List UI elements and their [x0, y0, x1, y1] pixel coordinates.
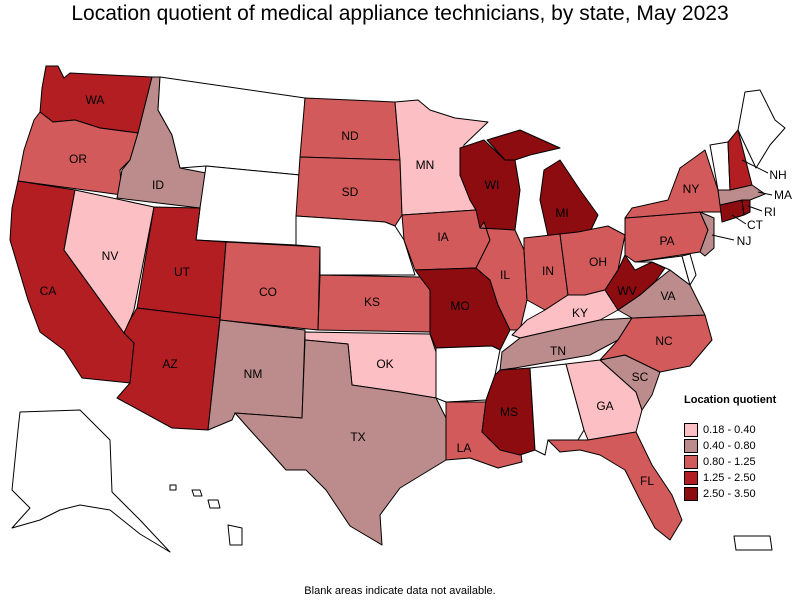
state-label-ia: IA — [437, 230, 448, 244]
legend-swatch — [684, 455, 698, 469]
state-ri[interactable] — [741, 199, 751, 216]
state-tx[interactable] — [234, 339, 447, 546]
map-title: Location quotient of medical appliance t… — [71, 2, 729, 25]
state-mt[interactable] — [157, 76, 306, 176]
state-label-mo: MO — [450, 299, 469, 313]
state-label-nv: NV — [102, 249, 119, 263]
state-label-id: ID — [152, 178, 164, 192]
leader-line-nj — [711, 234, 735, 241]
state-label-in: IN — [542, 264, 554, 278]
state-label-nm: NM — [244, 367, 263, 381]
state-label-ga: GA — [596, 399, 613, 413]
leader-line-ri — [747, 205, 763, 212]
state-label-la: LA — [457, 441, 472, 455]
leader-line-ct — [731, 214, 747, 225]
legend-swatch — [684, 487, 698, 501]
state-label-pa: PA — [659, 234, 674, 248]
state-label-ca: CA — [40, 284, 57, 298]
state-ne[interactable] — [295, 215, 416, 276]
leader-line-nh — [741, 159, 769, 174]
state-nc[interactable] — [599, 314, 713, 373]
state-pr[interactable] — [733, 535, 773, 551]
state-label-nd: ND — [341, 129, 359, 143]
legend-item: 2.50 - 3.50 — [684, 486, 796, 502]
state-label-tn: TN — [550, 344, 566, 358]
legend-item: 0.18 - 0.40 — [684, 422, 796, 438]
state-nh[interactable] — [727, 129, 753, 191]
legend-item: 0.80 - 1.25 — [684, 454, 796, 470]
legend-swatch — [684, 471, 698, 485]
state-mi[interactable] — [486, 129, 599, 237]
state-label-va: VA — [660, 289, 675, 303]
legend-title: Location quotient — [684, 394, 777, 406]
state-label-wv: WV — [617, 284, 636, 298]
state-label-ky: KY — [572, 306, 588, 320]
state-label-ut: UT — [174, 265, 191, 279]
state-label-tx: TX — [350, 430, 365, 444]
state-label-oh: OH — [589, 255, 607, 269]
legend-item: 0.40 - 0.80 — [684, 438, 796, 454]
legend-label: 0.18 - 0.40 — [703, 424, 756, 436]
legend-label: 0.40 - 0.80 — [703, 440, 756, 452]
state-ny[interactable] — [624, 149, 723, 219]
state-label-ks: KS — [364, 295, 380, 309]
legend-item: 1.25 - 2.50 — [684, 470, 796, 486]
state-label-az: AZ — [162, 357, 177, 371]
data-availability-note: Blank areas indicate data not available. — [304, 585, 496, 597]
state-label-sc: SC — [632, 370, 649, 384]
leader-line-ma — [757, 191, 773, 196]
state-label-ms: MS — [500, 405, 518, 419]
map-legend: Location quotient 0.18 - 0.40 0.40 - 0.80… — [684, 394, 796, 502]
state-nj[interactable] — [699, 211, 715, 257]
state-label-ri: RI — [764, 205, 776, 219]
state-de[interactable] — [681, 253, 697, 286]
state-ak[interactable] — [11, 409, 171, 553]
state-me[interactable] — [737, 89, 786, 169]
state-label-wi: WI — [485, 178, 500, 192]
state-wy[interactable] — [195, 165, 301, 246]
legend-label: 0.80 - 1.25 — [703, 456, 756, 468]
legend-label: 1.25 - 2.50 — [703, 472, 756, 484]
state-label-nj: NJ — [737, 234, 752, 248]
state-md[interactable] — [634, 255, 691, 286]
state-label-mi: MI — [555, 206, 568, 220]
state-label-il: IL — [500, 268, 510, 282]
state-label-sd: SD — [342, 185, 359, 199]
state-hi[interactable] — [169, 484, 243, 546]
state-label-nh: NH — [769, 168, 786, 182]
state-label-fl: FL — [640, 474, 654, 488]
state-label-co: CO — [259, 285, 277, 299]
state-label-wa: WA — [86, 93, 105, 107]
state-label-or: OR — [69, 152, 87, 166]
state-fl[interactable] — [547, 431, 683, 541]
legend-swatch — [684, 439, 698, 453]
state-label-ma: MA — [774, 188, 792, 202]
state-label-ok: OK — [376, 357, 393, 371]
legend-swatch — [684, 423, 698, 437]
state-label-mn: MN — [416, 158, 435, 172]
state-il[interactable] — [475, 221, 528, 331]
legend-items: 0.18 - 0.40 0.40 - 0.80 0.80 - 1.25 1.25 - … — [684, 422, 796, 502]
state-label-ct: CT — [747, 218, 764, 232]
state-label-nc: NC — [655, 334, 673, 348]
state-label-ny: NY — [683, 182, 700, 196]
legend-label: 2.50 - 3.50 — [703, 488, 756, 500]
state-or[interactable] — [17, 111, 139, 196]
